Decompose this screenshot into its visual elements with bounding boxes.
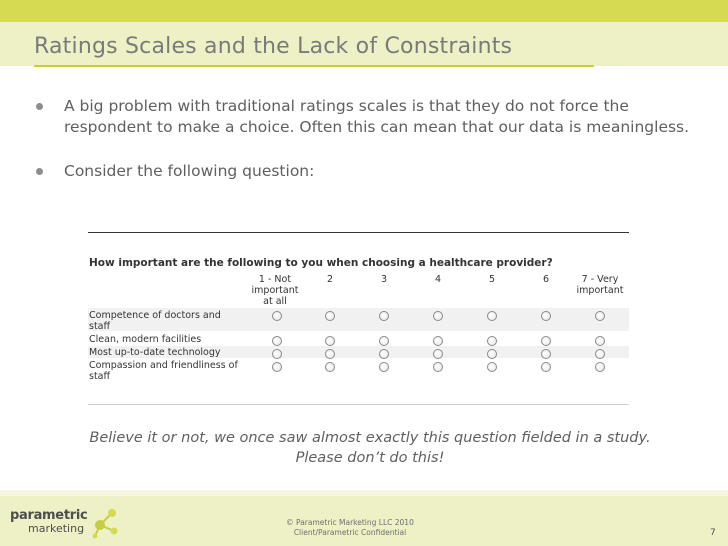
survey-top-divider (88, 232, 629, 233)
rating-radio-button[interactable] (487, 362, 497, 372)
rating-radio-button[interactable] (487, 349, 497, 359)
scale-label-7: 7 - Very important (576, 274, 624, 296)
rating-radio-button[interactable] (433, 362, 443, 372)
bullet-item: A big problem with traditional ratings s… (34, 96, 694, 138)
title-band (0, 22, 728, 66)
slide-caption: Believe it or not, we once saw almost ex… (40, 428, 700, 468)
copyright-text: © Parametric Marketing LLC 2010 (286, 518, 414, 527)
rating-radio-button[interactable] (379, 349, 389, 359)
bullet-item: Consider the following question: (34, 161, 694, 182)
bullet-list: A big problem with traditional ratings s… (34, 96, 694, 205)
rating-radio-button[interactable] (433, 336, 443, 346)
footer-copyright: © Parametric Marketing LLC 2010 Client/P… (250, 518, 450, 538)
rating-radio-button[interactable] (325, 362, 335, 372)
confidential-text: Client/Parametric Confidential (293, 528, 407, 537)
rating-radio-button[interactable] (595, 349, 605, 359)
logo-wordmark-top: parametric (10, 508, 88, 523)
survey-row-label: Compassion and friendliness of staff (89, 360, 238, 382)
rating-radio-button[interactable] (487, 336, 497, 346)
footer-strip (0, 490, 728, 496)
rating-radio-button[interactable] (541, 336, 551, 346)
rating-radio-button[interactable] (595, 311, 605, 321)
rating-radio-button[interactable] (433, 311, 443, 321)
rating-radio-button[interactable] (379, 311, 389, 321)
rating-radio-button[interactable] (379, 362, 389, 372)
survey-row-label: Most up-to-date technology (89, 347, 221, 358)
molecule-logo-icon (92, 509, 118, 539)
rating-radio-button[interactable] (325, 311, 335, 321)
survey-row-label: Competence of doctors and staff (89, 310, 221, 332)
footer-band (0, 496, 728, 546)
scale-label-1: 1 - Not important at all (251, 274, 299, 307)
bullet-text: A big problem with traditional ratings s… (64, 97, 690, 136)
scale-label-5: 5 (488, 274, 496, 285)
rating-radio-button[interactable] (272, 336, 282, 346)
survey-bottom-divider (88, 404, 629, 405)
survey-row-label: Clean, modern facilities (89, 334, 202, 345)
scale-label-2: 2 (326, 274, 334, 285)
survey-row: Clean, modern facilities (88, 333, 629, 346)
rating-radio-button[interactable] (487, 311, 497, 321)
scale-label-6: 6 (542, 274, 550, 285)
rating-radio-button[interactable] (541, 349, 551, 359)
survey-row: Compassion and friendliness of staff (88, 359, 629, 383)
rating-radio-button[interactable] (595, 362, 605, 372)
top-accent-band (0, 0, 728, 22)
title-underline (34, 65, 594, 67)
caption-line-2: Please don’t do this! (295, 450, 445, 466)
bullet-text: Consider the following question: (64, 162, 315, 180)
rating-radio-button[interactable] (379, 336, 389, 346)
rating-radio-button[interactable] (325, 336, 335, 346)
rating-radio-button[interactable] (541, 311, 551, 321)
rating-radio-button[interactable] (325, 349, 335, 359)
bullet-dot-icon (36, 103, 43, 110)
rating-radio-button[interactable] (541, 362, 551, 372)
rating-radio-button[interactable] (272, 311, 282, 321)
page-number: 7 (710, 528, 716, 538)
scale-label-4: 4 (434, 274, 442, 285)
scale-label-3: 3 (380, 274, 388, 285)
parametric-logo: parametric marketing (10, 505, 120, 539)
caption-line-1: Believe it or not, we once saw almost ex… (89, 430, 651, 446)
bullet-dot-icon (36, 168, 43, 175)
logo-wordmark-bottom: marketing (28, 522, 85, 535)
rating-radio-button[interactable] (433, 349, 443, 359)
survey-question-image: How important are the following to you w… (88, 232, 629, 405)
survey-question-text: How important are the following to you w… (89, 257, 553, 269)
rating-radio-button[interactable] (272, 362, 282, 372)
rating-radio-button[interactable] (272, 349, 282, 359)
rating-radio-button[interactable] (595, 336, 605, 346)
slide-title: Ratings Scales and the Lack of Constrain… (34, 34, 513, 59)
